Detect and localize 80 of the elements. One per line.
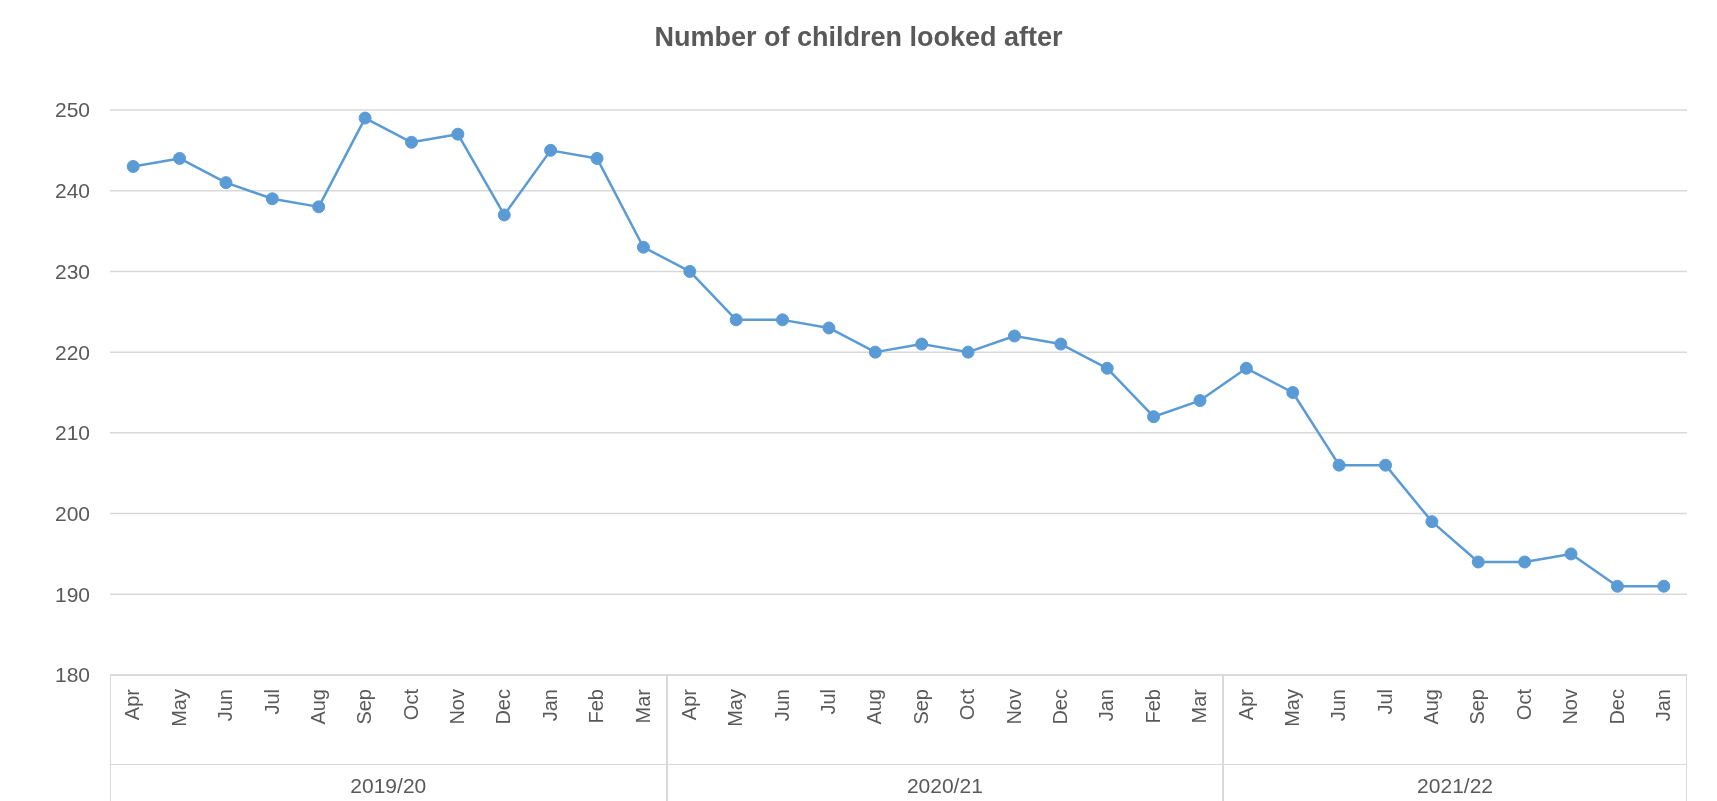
x-tick-label: Mar	[631, 688, 654, 724]
chart-title: Number of children looked after	[653, 22, 1064, 53]
point	[1147, 410, 1161, 424]
x-tick-label: Jul	[817, 689, 840, 715]
x-tick-label: Jun	[1327, 689, 1350, 722]
x-tick-label: Mar	[1188, 688, 1211, 724]
point	[776, 313, 790, 327]
point	[312, 200, 326, 214]
point	[822, 321, 836, 335]
point	[404, 135, 418, 149]
text: 2021/22	[1416, 774, 1495, 798]
x-tick-label: Apr	[1234, 688, 1257, 721]
y-tick-label: 200	[54, 502, 90, 526]
x-tick-label: Jun	[214, 689, 237, 722]
point	[451, 127, 465, 141]
x-tick-label: Dec	[492, 689, 515, 725]
x-tick-label: Apr	[677, 688, 700, 721]
point	[358, 111, 372, 125]
point	[1379, 458, 1393, 472]
point	[1100, 361, 1114, 375]
x-tick-label: Aug	[1420, 689, 1443, 725]
x-tick-label: Nov	[446, 689, 469, 725]
x-tick-label: Oct	[399, 688, 422, 721]
point	[544, 143, 558, 157]
x-tick-label: Dec	[1049, 689, 1072, 725]
text: 2020/21	[905, 774, 984, 798]
x-tick-label: May	[1280, 689, 1303, 727]
point	[636, 240, 650, 254]
point	[1286, 386, 1300, 399]
y-tick-label: 210	[54, 421, 90, 445]
point	[1657, 579, 1671, 593]
point	[1564, 547, 1578, 561]
point	[1239, 361, 1253, 375]
x-tick-label: Feb	[1141, 689, 1164, 724]
x-tick-label: Sep	[909, 689, 932, 725]
y-tick-label: 190	[54, 582, 90, 606]
x-tick-label: Aug	[863, 689, 886, 725]
y-tick-label: 180	[54, 663, 90, 687]
x-tick-label: Apr	[121, 688, 144, 721]
x-tick-label: Nov	[1559, 689, 1582, 725]
x-tick-label: Aug	[306, 689, 329, 725]
x-tick-label: Oct	[956, 688, 979, 721]
point	[1193, 394, 1207, 408]
point	[961, 345, 975, 359]
x-tick-label: Sep	[353, 689, 376, 725]
x-tick-label: Nov	[1002, 689, 1025, 725]
point	[1471, 555, 1485, 569]
x-tick-label: Jul	[260, 689, 283, 715]
point	[126, 160, 140, 173]
point	[1518, 555, 1532, 569]
x-tick-label: Oct	[1512, 688, 1535, 721]
y-tick-label: 240	[54, 179, 90, 203]
y-tick-label: 230	[54, 259, 90, 283]
x-tick-label: May	[167, 689, 190, 727]
x-tick-label: Jan	[538, 689, 561, 722]
point	[1332, 458, 1346, 472]
x-tick-label: Dec	[1605, 689, 1628, 725]
point	[1610, 579, 1624, 593]
point	[173, 151, 187, 165]
x-tick-label: Jan	[1095, 689, 1118, 722]
point	[219, 176, 233, 190]
y-tick-label: 220	[54, 340, 90, 364]
x-tick-label: May	[724, 689, 747, 727]
point	[915, 337, 929, 351]
x-tick-label: Jan	[1652, 689, 1675, 722]
x-tick-label: Jul	[1373, 689, 1396, 715]
x-tick-label: Sep	[1466, 689, 1489, 725]
point	[683, 264, 697, 278]
point	[265, 192, 279, 206]
y-tick-label: 250	[54, 98, 90, 122]
x-tick-label: Jun	[770, 689, 793, 722]
point	[729, 313, 743, 327]
point	[1007, 329, 1021, 343]
point	[868, 345, 882, 359]
x-tick-label: Feb	[585, 689, 608, 724]
point	[1425, 515, 1439, 529]
point	[497, 208, 511, 222]
point	[590, 151, 604, 165]
point	[1054, 337, 1068, 351]
text: 2019/20	[349, 774, 428, 798]
